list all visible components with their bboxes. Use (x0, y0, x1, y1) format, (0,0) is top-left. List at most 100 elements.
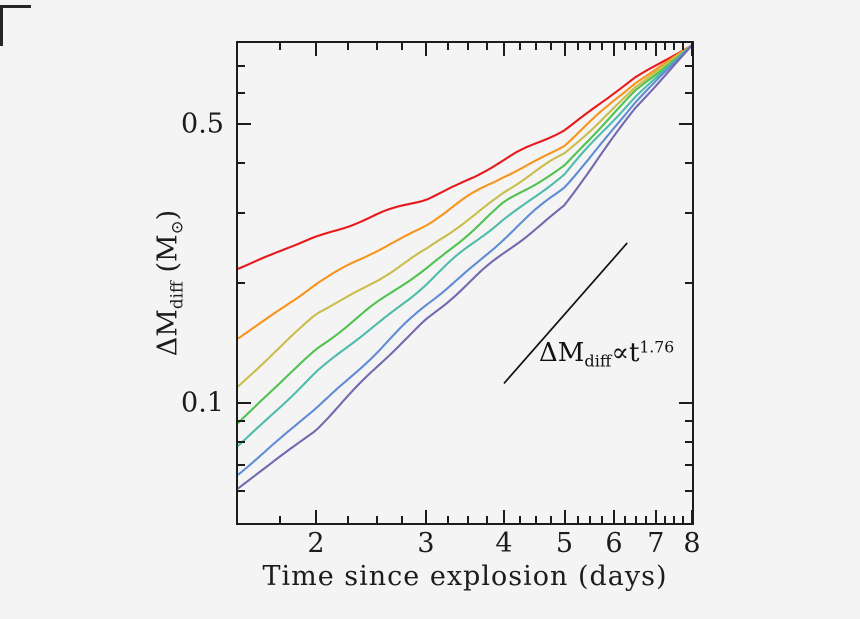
x-minor-tick-top (401, 43, 404, 50)
y-minor-tick (238, 490, 245, 493)
x-major-tick-top (315, 43, 318, 56)
y-title-main: ΔM (152, 309, 184, 357)
y-major-tick (238, 123, 251, 126)
plot-area: ΔMdiff∝t1.76 (236, 41, 694, 525)
x-minor-tick (446, 516, 449, 523)
annotation-delta-m: ΔM (539, 338, 585, 368)
y-minor-tick-right (685, 162, 692, 164)
x-minor-tick-top (485, 43, 488, 50)
x-minor-tick-top (576, 43, 579, 50)
x-minor-tick (589, 516, 592, 523)
y-major-tick-right (679, 123, 692, 126)
y-minor-tick (238, 420, 245, 423)
y-minor-tick-right (685, 211, 692, 214)
x-minor-tick-top (446, 43, 449, 50)
y-minor-tick (238, 440, 245, 443)
x-minor-tick-top (624, 43, 627, 50)
x-major-tick (315, 510, 318, 523)
x-minor-tick-top (673, 43, 676, 50)
x-minor-tick (682, 516, 685, 523)
x-minor-tick (673, 516, 676, 523)
x-major-tick-top (424, 43, 427, 56)
y-minor-tick-right (685, 440, 692, 443)
y-minor-tick-right (685, 282, 692, 284)
x-major-tick (424, 510, 427, 523)
y-minor-tick-right (685, 91, 692, 94)
x-minor-tick (644, 516, 647, 523)
x-minor-tick (534, 516, 537, 523)
x-minor-tick-top (601, 43, 604, 50)
x-minor-tick (401, 516, 404, 523)
y-minor-tick (238, 65, 245, 68)
y-tick-label: 0.1 (181, 387, 224, 419)
x-major-tick (563, 510, 566, 523)
y-major-tick-right (679, 402, 692, 404)
x-tick-label: 5 (555, 528, 574, 559)
x-major-tick (612, 510, 615, 523)
x-minor-tick (375, 516, 378, 523)
power-law-annotation: ΔMdiff∝t1.76 (539, 340, 674, 370)
series-green (238, 44, 692, 424)
series-red (238, 44, 692, 270)
x-minor-tick-top (519, 43, 522, 50)
y-minor-tick (238, 91, 245, 94)
series-olive (238, 44, 692, 388)
x-minor-tick (664, 516, 667, 523)
x-major-tick-top (503, 43, 505, 56)
annotation-exponent: 1.76 (639, 338, 675, 357)
series-teal (238, 44, 692, 447)
y-title-sun-symbol: ⊙ (166, 220, 187, 235)
series-purple (238, 44, 692, 490)
x-minor-tick (485, 516, 488, 523)
y-minor-tick-right (685, 463, 692, 466)
x-minor-tick-top (682, 43, 685, 50)
y-title-sub: diff (166, 281, 187, 310)
x-major-tick (654, 510, 657, 523)
x-minor-tick-top (375, 43, 378, 50)
series-blue (238, 44, 692, 476)
scan-artifact-vertical (0, 5, 3, 46)
y-minor-tick (238, 463, 245, 466)
annotation-subscript: diff (584, 351, 612, 371)
x-minor-tick (466, 516, 469, 523)
x-minor-tick-top (534, 43, 537, 50)
x-minor-tick (634, 516, 637, 523)
x-minor-tick-top (549, 43, 552, 50)
y-minor-tick (238, 211, 245, 214)
y-title-unit-close: ) (152, 209, 184, 221)
propto-symbol: ∝ (611, 338, 629, 368)
x-tick-label: 7 (647, 528, 665, 559)
x-minor-tick-top (664, 43, 667, 50)
x-tick-label: 4 (495, 528, 513, 559)
annotation-variable: t (628, 338, 640, 368)
x-minor-tick-top (644, 43, 647, 50)
x-minor-tick (576, 516, 579, 523)
series-orange (238, 44, 692, 340)
x-tick-label: 2 (307, 528, 325, 559)
x-minor-tick (549, 516, 552, 523)
scan-artifact-horizontal (0, 5, 31, 8)
y-axis-title: ΔMdiff (M⊙) (152, 209, 187, 357)
x-major-tick-top (612, 43, 615, 56)
curves-layer (238, 44, 692, 490)
x-minor-tick (519, 516, 522, 523)
x-tick-label: 8 (683, 528, 701, 559)
x-minor-tick-top (589, 43, 592, 50)
reference-slope-line (503, 242, 628, 384)
x-major-tick (503, 510, 505, 523)
y-minor-tick (238, 162, 245, 164)
x-minor-tick-top (278, 43, 281, 50)
x-major-tick (691, 510, 693, 523)
y-tick-label: 0.5 (181, 108, 224, 140)
x-minor-tick (346, 516, 349, 523)
x-minor-tick-top (634, 43, 637, 50)
x-minor-tick (278, 516, 281, 523)
y-minor-tick-right (685, 420, 692, 423)
x-minor-tick-top (346, 43, 349, 50)
x-major-tick-top (563, 43, 566, 56)
y-minor-tick-right (685, 65, 692, 68)
x-axis-title: Time since explosion (days) (262, 561, 668, 592)
x-tick-label: 6 (605, 528, 623, 559)
y-title-unit-open: (M (152, 234, 184, 282)
